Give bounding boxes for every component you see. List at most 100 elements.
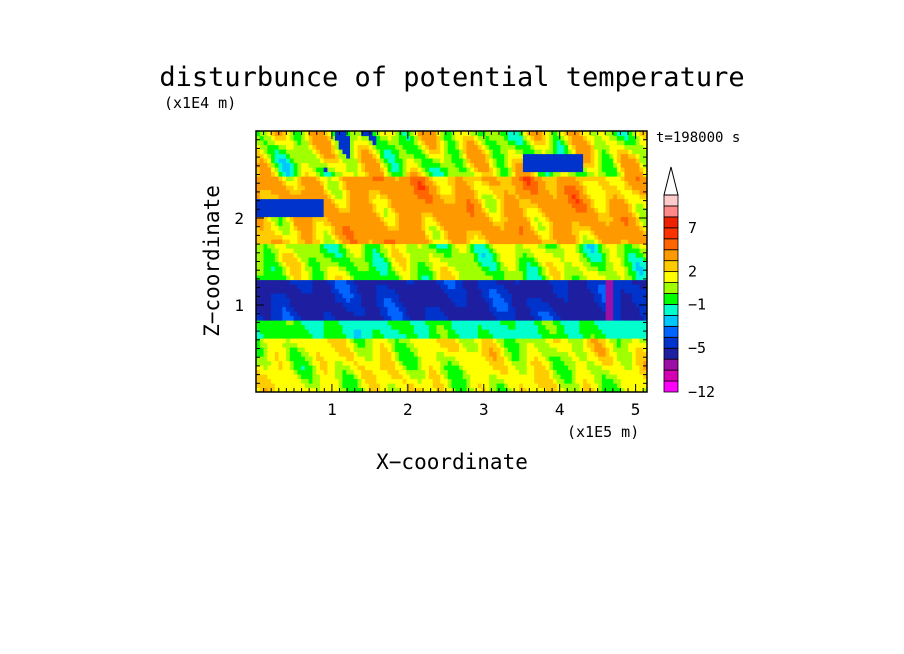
heatmap-cell (586, 176, 592, 182)
heatmap-cell (549, 324, 554, 330)
heatmap-cell (605, 261, 610, 267)
heatmap-cell (549, 279, 554, 285)
heatmap-cell (586, 225, 592, 231)
heatmap-cell (613, 338, 618, 344)
heatmap-cell (289, 230, 295, 236)
heatmap-cell (365, 387, 370, 392)
heatmap-cell (425, 207, 430, 213)
heatmap-cell (590, 243, 595, 249)
heatmap-cell (624, 302, 629, 308)
heatmap-cell (421, 248, 426, 254)
heatmap-cell (616, 284, 622, 290)
heatmap-cell (304, 324, 310, 330)
heatmap-cell (380, 212, 385, 218)
heatmap-cell (447, 234, 453, 240)
heatmap-cell (631, 311, 637, 317)
heatmap-cell (289, 212, 295, 218)
heatmap-cell (534, 356, 539, 362)
heatmap-cell (312, 333, 317, 339)
heatmap-cell (278, 266, 283, 272)
heatmap-cell (387, 194, 392, 200)
heatmap-cell (293, 387, 298, 392)
heatmap-cell (613, 288, 618, 294)
heatmap-cell (334, 248, 340, 254)
heatmap-cell (357, 221, 362, 227)
heatmap-cell (598, 378, 603, 384)
heatmap-cell (530, 257, 535, 263)
heatmap-cell (492, 239, 498, 245)
heatmap-cell (323, 252, 329, 258)
heatmap-cell (568, 342, 573, 348)
heatmap-cell (395, 216, 400, 222)
heatmap-cell (639, 189, 644, 195)
heatmap-cell (413, 212, 419, 218)
heatmap-cell (455, 198, 460, 204)
heatmap-cell (515, 216, 520, 222)
heatmap-cell (605, 185, 610, 191)
heatmap-cell (319, 198, 325, 204)
heatmap-cell (541, 365, 547, 371)
heatmap-cell (365, 315, 370, 321)
heatmap-cell (534, 293, 539, 299)
heatmap-cell (267, 311, 272, 317)
heatmap-cell (331, 234, 336, 240)
heatmap-cell (308, 387, 313, 392)
heatmap-cell (496, 288, 501, 294)
heatmap-cell (274, 252, 280, 258)
heatmap-cell (613, 369, 618, 375)
heatmap-cell (568, 180, 573, 186)
heatmap-cell (331, 248, 336, 254)
heatmap-cell (515, 365, 520, 371)
heatmap-cell (496, 185, 501, 191)
heatmap-cell (451, 284, 456, 290)
heatmap-cell (417, 275, 423, 281)
heatmap-cell (308, 275, 313, 281)
heatmap-cell (613, 189, 618, 195)
heatmap-cell (628, 207, 633, 213)
heatmap-cell (406, 306, 411, 312)
heatmap-cell (628, 288, 633, 294)
heatmap-cell (628, 266, 633, 272)
heatmap-cell (545, 387, 550, 392)
heatmap-cell (413, 261, 419, 267)
heatmap-cell (334, 257, 340, 263)
heatmap-cell (387, 176, 392, 182)
heatmap-cell (545, 338, 550, 344)
heatmap-cell (455, 360, 460, 366)
heatmap-cell (631, 383, 637, 389)
heatmap-cell (515, 180, 520, 186)
heatmap-cell (312, 284, 317, 290)
heatmap-cell (436, 315, 441, 321)
heatmap-cell (436, 329, 441, 335)
heatmap-cell (387, 180, 392, 186)
heatmap-cell (331, 315, 336, 321)
heatmap-cell (628, 252, 633, 258)
heatmap-cell (519, 383, 524, 389)
heatmap-cell (417, 221, 423, 227)
heatmap-cell (556, 288, 562, 294)
heatmap-cell (598, 338, 603, 344)
heatmap-cell (443, 230, 449, 236)
heatmap-cell (387, 266, 392, 272)
heatmap-cell (425, 378, 430, 384)
heatmap-cell (349, 230, 355, 236)
heatmap-cell (278, 365, 283, 371)
heatmap-cell (635, 176, 641, 182)
heatmap-cell (391, 338, 396, 344)
heatmap-cell (489, 216, 494, 222)
heatmap-cell (357, 302, 362, 308)
heatmap-cell (492, 216, 498, 222)
heatmap-cell (624, 212, 629, 218)
heatmap-cell (485, 243, 490, 249)
heatmap-cell (466, 365, 471, 371)
heatmap-cell (425, 333, 430, 339)
heatmap-cell (496, 225, 501, 231)
heatmap-cell (477, 248, 483, 254)
heatmap-cell (459, 176, 464, 182)
heatmap-cell (349, 374, 355, 380)
heatmap-cell (353, 279, 359, 285)
heatmap-cell (579, 351, 584, 357)
heatmap-cell (436, 189, 441, 195)
heatmap-cell (440, 248, 445, 254)
heatmap-cell (459, 311, 464, 317)
